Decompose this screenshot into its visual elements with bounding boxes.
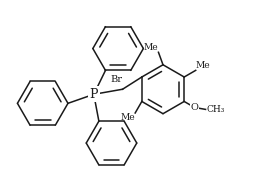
Text: P: P (90, 88, 98, 101)
Text: Me: Me (144, 43, 159, 52)
Text: CH₃: CH₃ (207, 105, 225, 114)
Text: Me: Me (196, 61, 210, 70)
Text: Br: Br (110, 75, 122, 84)
Text: Me: Me (121, 113, 135, 122)
Text: O: O (191, 103, 199, 112)
